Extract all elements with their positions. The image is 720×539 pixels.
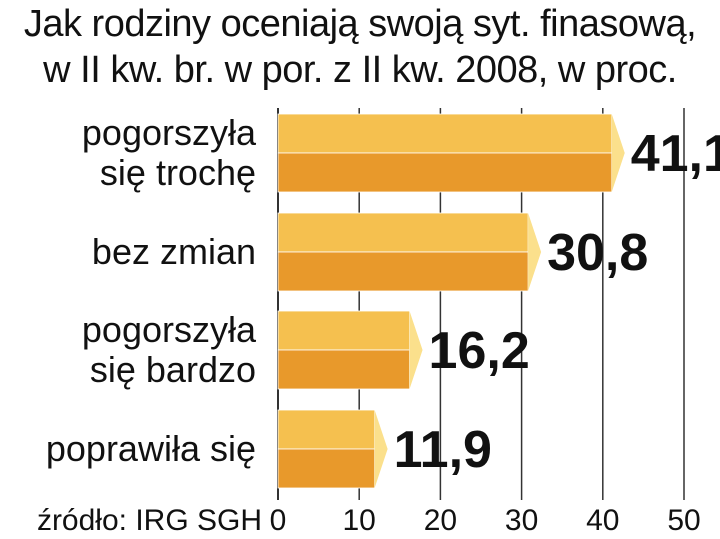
category-label: poprawiła się (46, 428, 256, 469)
category-label: pogorszyła (82, 309, 257, 350)
bar-top-face (277, 409, 376, 450)
x-tick-label: 30 (505, 504, 538, 537)
source-label: źródło: IRG SGH (37, 504, 262, 537)
bar-end-cap (409, 311, 423, 389)
x-tick-label: 0 (270, 504, 287, 537)
value-label: 16,2 (429, 322, 530, 380)
x-tick-label: 50 (667, 504, 700, 537)
bar-top-face (277, 310, 410, 351)
bar-end-cap (611, 114, 625, 192)
value-label: 41,1 (631, 125, 720, 183)
x-tick-label: 20 (424, 504, 457, 537)
value-label: 30,8 (547, 224, 648, 282)
value-label: 11,9 (394, 421, 492, 479)
bar-end-cap (528, 213, 542, 291)
category-label: bez zmian (92, 231, 256, 272)
bar-bottom-face (277, 152, 613, 193)
chart-title-line-2: w II kw. br. w por. z II kw. 2008, w pro… (43, 49, 677, 91)
category-label: pogorszyła (82, 112, 257, 153)
chart-title-line-1: Jak rodziny oceniają swoją syt. finasową… (23, 3, 697, 45)
bar-top-face (277, 212, 529, 253)
bar (277, 409, 388, 489)
x-tick-label: 40 (586, 504, 619, 537)
bars (277, 113, 625, 489)
bar-top-face (277, 113, 613, 154)
bar-bottom-face (277, 448, 376, 489)
bar (277, 212, 542, 292)
bar-end-cap (374, 410, 388, 488)
bar-bottom-face (277, 251, 529, 292)
category-label: się trochę (100, 152, 256, 193)
bar (277, 113, 625, 193)
bar-bottom-face (277, 349, 410, 390)
bar (277, 310, 423, 390)
x-tick-label: 10 (343, 504, 376, 537)
category-label: się bardzo (90, 349, 256, 390)
x-axis-ticks: 0 10 20 30 40 50 (270, 504, 701, 537)
